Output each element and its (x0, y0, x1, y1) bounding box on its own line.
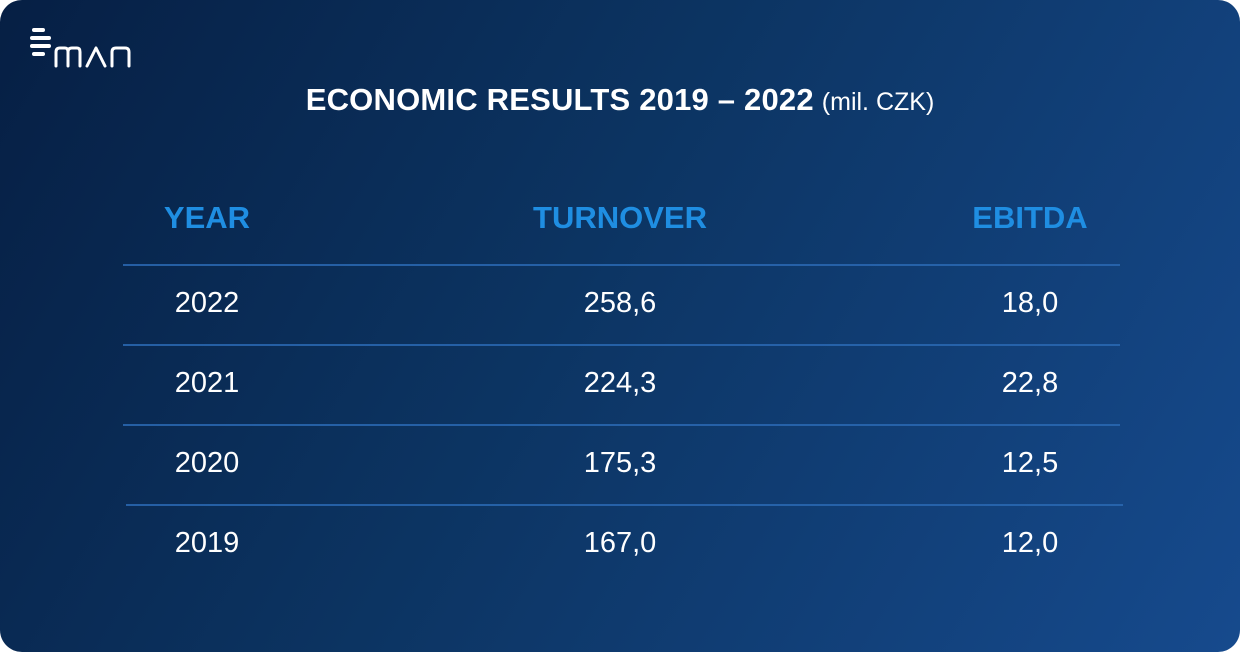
row-divider (123, 264, 1120, 266)
row-divider (123, 344, 1120, 346)
cell-ebitda: 12,5 (1001, 447, 1059, 479)
column-header-turnover: TURNOVER (533, 200, 707, 235)
cell-turnover: 175,3 (583, 447, 657, 479)
cell-turnover: 224,3 (583, 367, 657, 399)
column-header-year: YEAR (163, 200, 251, 235)
cell-year: 2019 (174, 527, 240, 559)
cell-year: 2020 (174, 447, 240, 479)
cell-ebitda: 18,0 (1001, 287, 1059, 319)
cell-ebitda: 12,0 (1001, 527, 1059, 559)
cell-turnover: 167,0 (583, 527, 657, 559)
row-divider (123, 424, 1120, 426)
title-unit: (mil. CZK) (821, 88, 935, 116)
page-title: ECONOMIC RESULTS 2019 – 2022 (mil. CZK) (0, 82, 1240, 118)
row-divider (126, 504, 1123, 506)
column-header-ebitda: EBITDA (972, 200, 1088, 235)
cell-turnover: 258,6 (583, 287, 657, 319)
cell-year: 2022 (174, 287, 240, 319)
cell-ebitda: 22,8 (1001, 367, 1059, 399)
title-main: ECONOMIC RESULTS 2019 – 2022 (305, 82, 814, 117)
cell-year: 2021 (174, 367, 240, 399)
man-logo: man (30, 26, 142, 70)
man-logo-mark-icon (30, 28, 131, 68)
